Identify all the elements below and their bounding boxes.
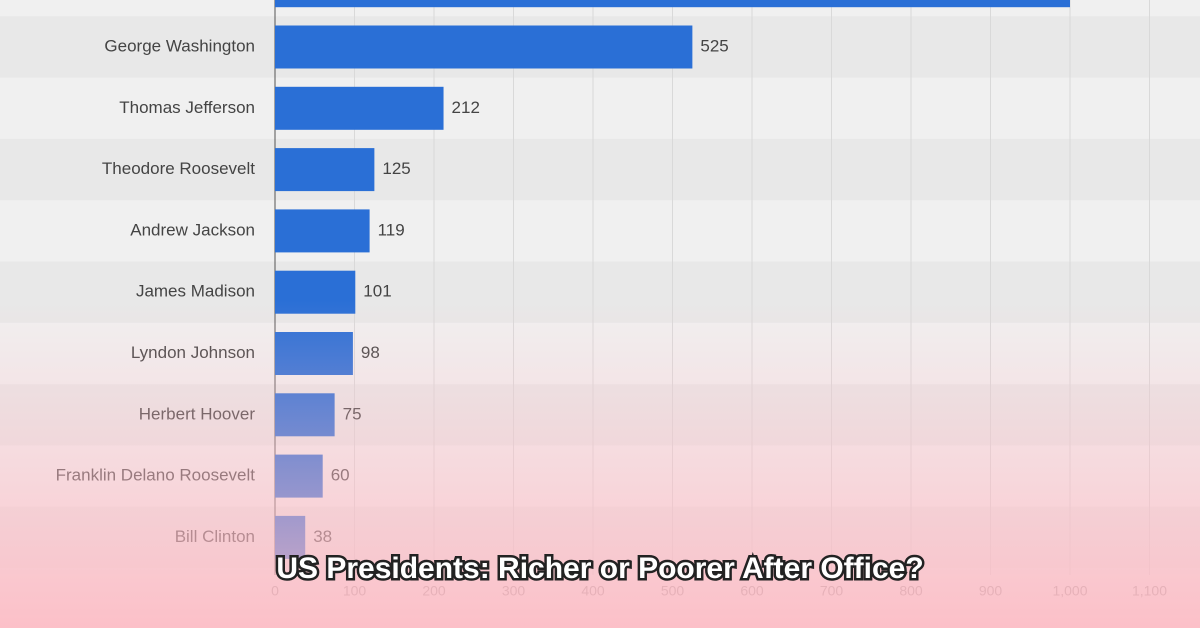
bar [275,0,1070,8]
fade-overlay [0,300,1200,628]
bar [275,25,693,69]
data-label: 212 [452,98,480,117]
bar [275,148,375,192]
row-band [0,77,1200,139]
chart-title: US Presidents: Richer or Poorer After Of… [276,552,923,585]
data-label: 119 [378,220,405,239]
y-tick-label: George Washington [104,36,255,55]
y-tick-label: James Madison [136,282,255,301]
y-tick-label: Andrew Jackson [130,220,255,239]
data-label: 125 [382,159,410,178]
data-label: 525 [700,36,728,55]
bar [275,209,370,253]
data-label: 101 [363,282,391,301]
row-band [0,138,1200,201]
y-tick-label: Theodore Roosevelt [102,159,255,178]
y-tick-label: Thomas Jefferson [119,98,255,117]
row-band [0,200,1200,262]
bar [275,86,444,130]
